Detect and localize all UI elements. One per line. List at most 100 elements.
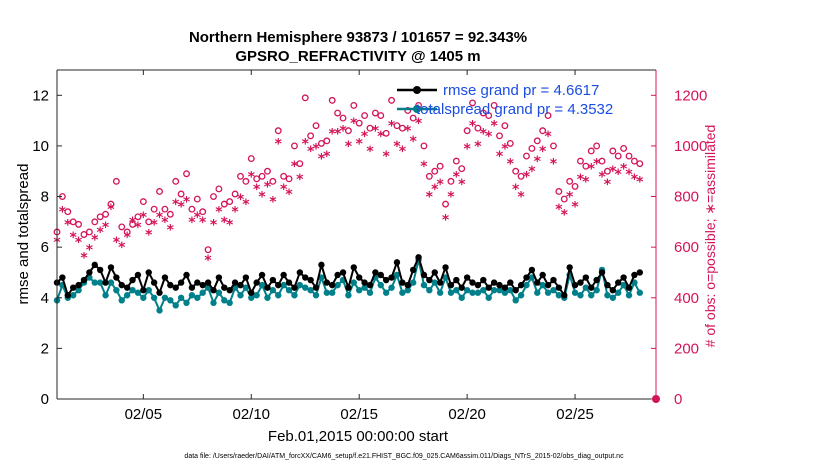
possible-obs-point: [226, 198, 234, 206]
assimilated-obs-point: *: [534, 154, 542, 170]
assimilated-obs-point: *: [544, 129, 552, 145]
possible-obs-point: [371, 109, 379, 117]
assimilated-obs-point: *: [582, 174, 590, 190]
possible-obs-point: [517, 172, 525, 180]
assimilated-obs-point: *: [237, 192, 245, 208]
assimilated-obs-point: *: [399, 144, 407, 160]
y-tick-label: 0: [41, 391, 49, 408]
totalspread-point: [588, 292, 595, 299]
possible-obs-point: [593, 142, 601, 150]
rmse-point: [512, 286, 519, 294]
assimilated-obs-point: *: [302, 136, 310, 152]
rmse-point: [123, 284, 131, 291]
totalspread-point: [334, 281, 341, 289]
possible-obs-point: [215, 185, 223, 193]
assimilated-obs-point: *: [248, 169, 256, 185]
y-ticks-right: 0 200 400 600 800 1000 1200: [651, 87, 707, 408]
possible-obs-point: [436, 162, 444, 170]
rmse-point: [615, 279, 622, 286]
assimilated-obs-point: *: [334, 126, 342, 142]
assimilated-obs-point: *: [356, 136, 364, 152]
assimilated-obs-point: *: [75, 235, 83, 251]
assimilated-obs-point: *: [409, 134, 417, 150]
possible-obs-point: [539, 127, 547, 135]
rmse-point: [463, 274, 471, 281]
rmse-point: [150, 279, 158, 286]
possible-obs-point: [280, 172, 288, 180]
totalspread-point: [366, 289, 374, 296]
totalspread-point: [123, 292, 131, 299]
assimilated-obs-point: *: [215, 205, 223, 221]
rmse-point: [588, 284, 595, 291]
assimilated-obs-point: *: [631, 172, 639, 188]
rmse-point: [237, 281, 244, 289]
assimilated-obs-point: *: [161, 215, 169, 231]
totalspread-point: [436, 289, 444, 296]
possible-obs-point: [102, 210, 110, 218]
totalspread-point: [172, 302, 179, 309]
possible-obs-point: [161, 205, 169, 213]
totalspread-point: [312, 292, 320, 299]
assimilated-obs-point: *: [345, 139, 353, 155]
totalspread-point: [382, 289, 390, 296]
possible-obs-point: [490, 101, 498, 109]
rmse-point: [296, 269, 304, 276]
possible-obs-point: [118, 223, 126, 231]
x-tick-label: 02/10: [232, 406, 270, 423]
rmse-point: [523, 274, 530, 281]
rmse-point: [210, 286, 217, 294]
assimilated-obs-point: *: [377, 129, 385, 145]
y-tick-label: 12: [32, 87, 49, 104]
possible-obs-point: [463, 127, 471, 135]
totalspread-point: [539, 281, 546, 289]
possible-obs-point: [188, 205, 196, 213]
rmse-point: [285, 279, 293, 286]
assimilated-obs-point: *: [70, 230, 78, 246]
assimilated-obs-point: *: [221, 215, 229, 231]
possible-obs-point: [458, 165, 466, 173]
possible-obs-point: [274, 127, 282, 135]
rmse-point: [534, 279, 541, 286]
assimilated-obs-point: *: [86, 243, 94, 259]
totalspread-point: [102, 292, 109, 299]
rmse-point: [113, 274, 120, 281]
rmse-point: [355, 274, 363, 281]
rmse-point: [458, 284, 465, 291]
rmse-point: [129, 276, 136, 284]
possible-obs-point: [150, 205, 158, 213]
totalspread-point: [377, 281, 384, 289]
rmse-point: [361, 279, 368, 286]
totalspread-point: [431, 279, 438, 286]
totalspread-point: [426, 286, 433, 294]
rmse-point: [140, 286, 147, 294]
possible-obs-point: [264, 167, 271, 175]
chart-title: Northern Hemisphere 93873 / 101657 = 92.…: [189, 29, 527, 46]
assimilated-obs-point: *: [280, 182, 288, 198]
y-right-tick-label: 0: [674, 391, 682, 408]
assimilated-obs-point: *: [593, 157, 601, 173]
totalspread-point: [226, 299, 233, 307]
totalspread-point: [75, 286, 82, 294]
rmse-point: [496, 281, 503, 289]
assimilated-obs-point: *: [312, 141, 320, 157]
totalspread-point: [280, 281, 287, 289]
possible-obs-point: [501, 122, 509, 130]
rmse-point: [501, 284, 509, 291]
possible-obs-point: [533, 137, 541, 145]
rmse-point: [620, 274, 627, 281]
assimilated-obs-point: *: [129, 215, 137, 231]
rmse-point: [350, 264, 358, 271]
rmse-point: [426, 276, 433, 284]
rmse-point: [436, 279, 444, 286]
assimilated-obs-point: *: [366, 144, 374, 160]
assimilated-obs-point: *: [258, 190, 266, 206]
possible-obs-point: [172, 177, 180, 185]
assimilated-obs-point: *: [118, 240, 126, 256]
y-axis-right-label: # of obs: o=possible; ∗=assimilated: [702, 125, 718, 348]
assimilated-obs-point: *: [436, 177, 444, 193]
y-tick-label: 4: [41, 290, 49, 307]
assimilated-obs-point: *: [604, 177, 612, 193]
possible-obs-point: [328, 96, 336, 104]
totalspread-point: [156, 307, 163, 314]
assimilated-obs-point: *: [609, 164, 617, 180]
